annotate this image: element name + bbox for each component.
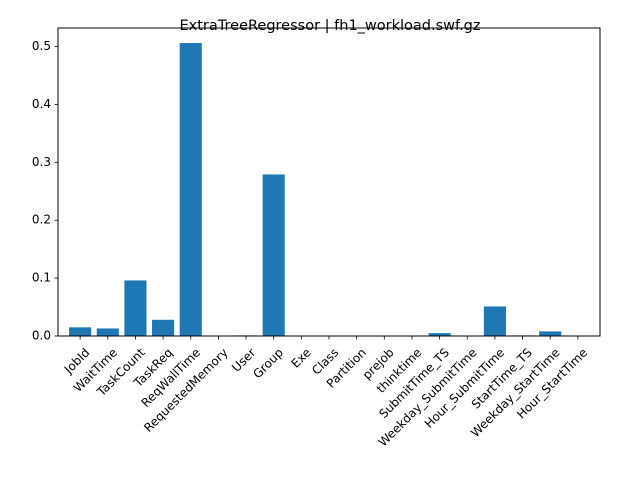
bar-Group: [262, 174, 285, 336]
bar-TaskReq: [152, 319, 175, 336]
bar-SubmitTime_TS: [428, 333, 451, 336]
y-tick-label: 0.2: [32, 213, 51, 227]
y-tick-label: 0.1: [32, 271, 51, 285]
bar-Weekday_StartTime: [539, 331, 562, 336]
y-tick-label: 0.0: [32, 329, 51, 343]
y-axis: 0.0 0.1 0.2 0.3 0.4 0.5: [32, 39, 58, 343]
bar-JobId: [69, 327, 92, 336]
bar-WaitTime: [96, 328, 119, 336]
plot-frame: [57, 27, 601, 337]
chart-title: ExtraTreeRegressor | fh1_workload.swf.gz: [180, 18, 481, 34]
bar-Hour_SubmitTime: [483, 306, 506, 336]
bar-ReqWallTime: [179, 43, 202, 337]
bar-TaskCount: [124, 280, 147, 336]
y-tick-label: 0.4: [32, 97, 51, 111]
y-tick-label: 0.5: [32, 39, 51, 53]
y-tick-label: 0.3: [32, 155, 51, 169]
bars-group: [69, 43, 562, 337]
